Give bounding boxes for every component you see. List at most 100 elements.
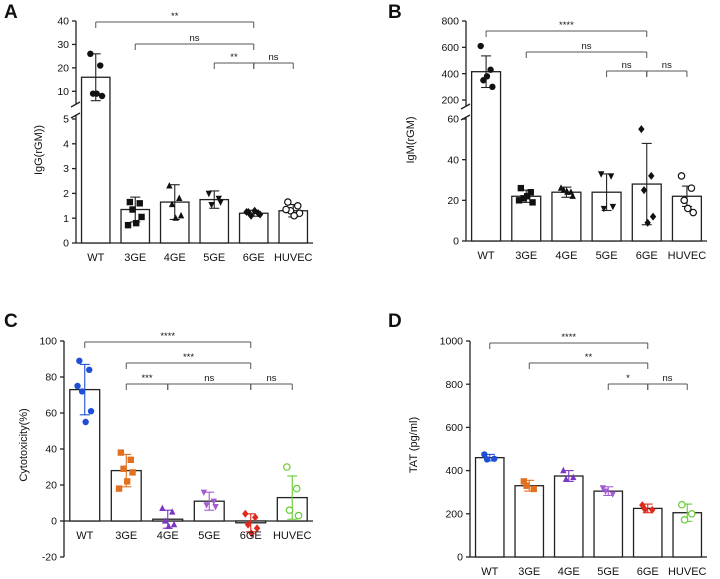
data-point [215,195,222,203]
data-point [247,211,255,220]
category-label: HUVEC [668,566,707,578]
data-point [212,504,219,511]
y-tick-label: 200 [445,508,463,520]
data-point [176,194,183,201]
category-label: WT [87,252,104,264]
data-point [477,42,484,50]
y-tick-label: 0 [63,238,69,250]
data-point [217,199,224,206]
data-point [136,200,143,207]
data-point [602,488,609,495]
y-axis-title-d: TAT (pg/ml) [408,417,420,473]
significance-label: ns [662,60,672,71]
y-tick-label: 60 [447,114,459,126]
data-point [483,456,491,463]
data-point [687,184,696,192]
data-point [489,83,496,91]
category-label: 6GE [637,566,659,578]
data-point [689,208,698,217]
data-point [210,498,217,505]
y-axis-title-c: Cytotoxicity(%) [18,408,30,481]
axis-break-mark [460,103,471,110]
category-label: 3GE [115,530,137,542]
data-point [641,505,649,514]
data-point [523,193,531,200]
data-point [166,182,173,189]
data-point [599,485,607,492]
data-point [242,509,249,518]
data-point [292,484,301,493]
panel-letter-d: D [388,311,402,332]
data-point [294,511,303,520]
data-point [597,171,605,178]
data-point [87,408,95,415]
data-point [607,173,615,180]
data-point [117,449,125,456]
significance-label: ns [622,60,632,71]
bar [474,456,505,558]
significance-label: *** [141,373,152,384]
panel-letter-c: C [4,311,18,332]
panel-a-chart: 0 1 2 3 4 5 10 20 30 40 WT 3GE 4GE 5GE 6GE HUVEC ** ns ** n… [57,11,313,264]
category-label: 6GE [243,252,265,264]
y-tick-label: 4 [63,138,69,150]
data-point [680,196,689,205]
data-point [569,192,576,199]
data-point [529,199,536,206]
data-point [256,210,264,219]
category-label: 3GE [518,566,540,578]
significance-label: * [626,373,630,384]
category-label: HUVEC [668,250,707,262]
bar [238,212,269,244]
data-point [78,388,86,395]
panel-letter-b: B [388,2,402,23]
y-tick-label: 200 [441,95,459,107]
y-tick-label: 5 [63,114,69,126]
data-point [678,500,686,509]
data-point [285,506,294,515]
significance-label: **** [160,331,175,342]
data-point [87,50,94,58]
data-point [290,211,298,220]
category-label: 6GE [636,250,658,262]
category-label: 5GE [597,566,619,578]
significance-label: ns [266,373,276,384]
y-tick-label: 800 [441,16,459,28]
data-point [159,504,166,511]
y-tick-label: 800 [445,379,463,391]
category-label: 6GE [240,530,262,542]
significance-label: *** [183,352,194,363]
significance-label: ns [268,52,278,63]
y-tick-label: 20 [57,62,69,74]
y-tick-label: -20 [42,552,57,564]
data-point [86,366,93,373]
data-point [98,92,106,100]
y-tick-label: 600 [441,42,459,54]
data-point [82,418,89,426]
category-label: 5GE [596,250,618,262]
significance-label: ns [189,33,199,44]
y-axis-title-b: IgM(rGM) [405,116,417,163]
data-point [132,219,140,227]
data-point [169,508,176,515]
y-tick-label: 0 [457,552,463,564]
data-point [680,516,689,524]
data-point [168,200,176,208]
data-point [640,186,648,195]
category-label: 4GE [157,530,179,542]
data-point [609,203,617,211]
y-tick-label: 1 [63,213,69,225]
data-point [200,489,208,496]
data-point [123,478,131,485]
data-point [570,473,577,481]
data-point [138,213,145,221]
data-point [127,456,134,463]
category-label: 4GE [555,250,577,262]
y-tick-label: 3 [63,163,69,175]
y-tick-label: 20 [447,195,459,207]
data-point [93,90,100,97]
bar [80,76,111,244]
y-tick-label: 0 [453,236,459,248]
